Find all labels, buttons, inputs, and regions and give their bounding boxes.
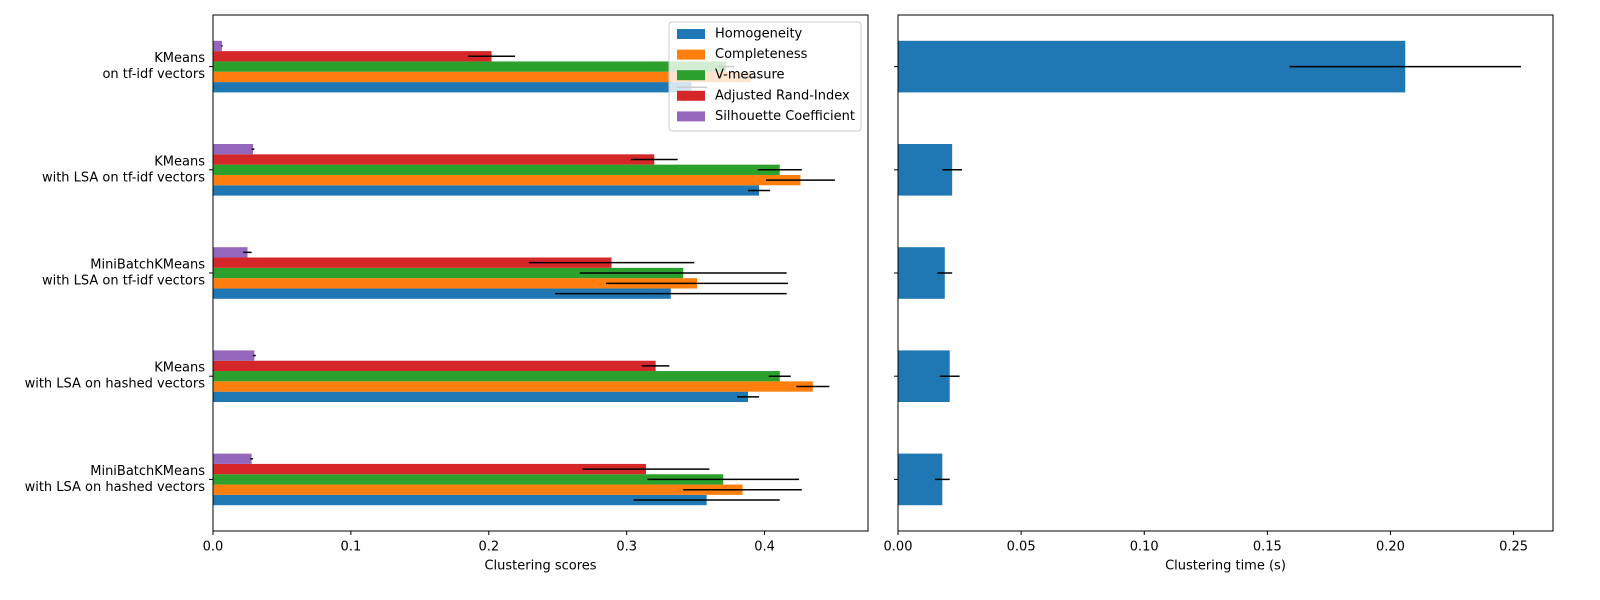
y-tick-label: MiniBatchKMeans: [90, 464, 205, 479]
x-tick-label: 0.15: [1253, 540, 1282, 555]
bar: [213, 267, 684, 279]
bar: [213, 350, 255, 361]
bar: [213, 463, 646, 475]
y-tick-label: KMeans: [154, 154, 205, 169]
y-tick-label: with LSA on tf-idf vectors: [42, 274, 205, 289]
y-tick-label: on tf-idf vectors: [102, 67, 205, 82]
bar: [213, 453, 252, 464]
bar: [213, 288, 671, 299]
y-tick-label: KMeans: [154, 51, 205, 66]
x-tick-label: 0.05: [1007, 540, 1036, 555]
x-tick-label: 0.3: [616, 540, 637, 555]
x-axis-label: Clustering time (s): [1165, 559, 1286, 574]
bar: [213, 494, 707, 506]
bar: [213, 484, 743, 495]
y-tick-label: with LSA on hashed vectors: [25, 377, 206, 392]
legend-swatch: [677, 111, 705, 122]
bar: [213, 381, 813, 392]
bar: [213, 61, 726, 72]
legend-label: Completeness: [715, 47, 808, 62]
x-tick-label: 0.1: [341, 540, 362, 555]
x-tick-label: 0.25: [1499, 540, 1528, 555]
bar: [213, 257, 612, 268]
legend-swatch: [677, 70, 705, 81]
y-tick-label: with LSA on tf-idf vectors: [42, 170, 205, 185]
bar: [213, 51, 492, 62]
bar: [213, 391, 749, 402]
x-tick-label: 0.2: [478, 540, 499, 555]
legend-label: V-measure: [715, 68, 785, 83]
y-tick-label: KMeans: [154, 361, 205, 376]
bar: [213, 82, 692, 93]
y-tick-label: with LSA on hashed vectors: [25, 480, 206, 495]
bar: [213, 154, 655, 165]
legend-swatch: [677, 29, 705, 39]
x-tick-label: 0.00: [884, 540, 913, 555]
axes-frame: [212, 14, 869, 532]
bar: [213, 164, 780, 175]
legend-label: Homogeneity: [715, 27, 803, 42]
x-tick-label: 0.4: [754, 540, 775, 555]
bar: [213, 360, 656, 372]
bar: [213, 40, 222, 52]
bar: [213, 71, 751, 83]
bar: [898, 247, 945, 299]
x-tick-label: 0.20: [1376, 540, 1405, 555]
x-tick-label: 0.10: [1130, 540, 1159, 555]
bar: [213, 371, 780, 382]
bar: [213, 144, 253, 155]
legend-label: Silhouette Coefficient: [715, 109, 855, 124]
bar: [213, 278, 698, 289]
legend-swatch: [677, 49, 705, 60]
legend-label: Adjusted Rand-Index: [715, 88, 850, 103]
bar: [213, 174, 801, 186]
bar: [213, 474, 724, 485]
legend-box: [668, 21, 862, 132]
bar: [213, 185, 760, 196]
x-axis-label: Clustering scores: [484, 559, 596, 574]
x-tick-label: 0.0: [203, 540, 224, 555]
axes-frame: [897, 14, 1554, 532]
bar: [213, 247, 248, 258]
legend-swatch: [677, 90, 705, 101]
y-tick-label: MiniBatchKMeans: [90, 258, 205, 273]
